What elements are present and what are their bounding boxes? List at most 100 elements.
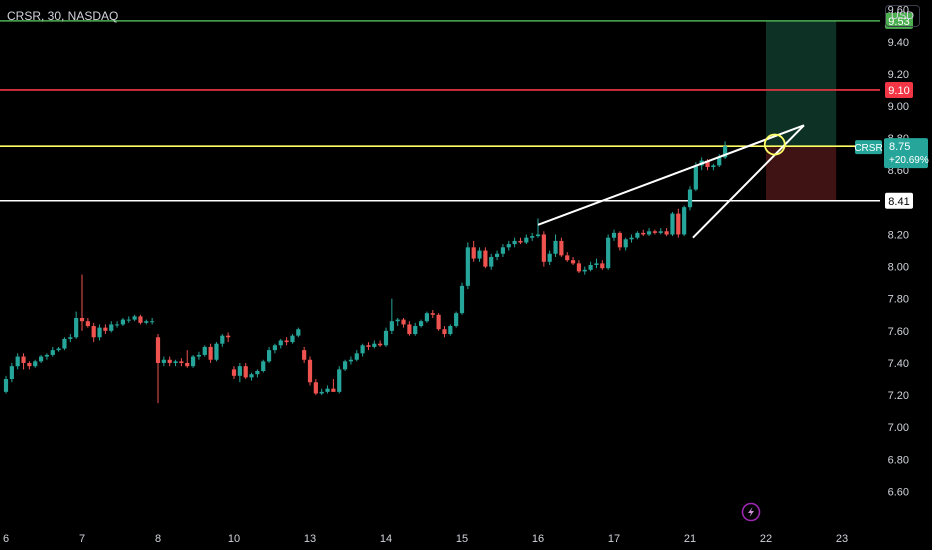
candle [635,231,640,240]
y-tick-label: 7.20 [888,390,909,402]
candle-body [196,354,202,357]
candle [50,346,55,357]
candle [27,361,32,370]
price-tag-target-bg [885,12,913,29]
candle [21,353,26,370]
wedge-upper-line [537,124,805,226]
candle [62,337,67,351]
candle-body [506,244,511,248]
candle [120,318,126,327]
candle-body [553,240,558,254]
x-tick-label: 7 [79,533,85,545]
candle-body [576,263,582,272]
candle-body [401,319,406,325]
y-tick-label: 9.40 [888,37,909,49]
candle [383,327,389,347]
candle-body [243,366,248,378]
candle-body [85,321,90,327]
candle-body [676,213,681,235]
candle [623,237,628,251]
candle [413,322,418,336]
candle [138,314,143,325]
candle-body [114,324,120,326]
candle-body [261,361,266,371]
candle [518,237,523,245]
candle [9,362,14,383]
candle [220,334,225,347]
candle [559,237,564,257]
candle-body [97,327,102,338]
candle-body [15,356,20,367]
candle-body [208,346,213,360]
candle-body [430,313,435,315]
candle [3,375,9,394]
current-price: 8.75 [889,141,910,153]
candle-body [641,232,646,235]
candle [389,298,394,335]
candle [372,340,377,349]
candle [173,359,178,367]
candle-body [500,247,506,254]
candle [401,318,406,328]
candle [687,186,693,211]
x-tick-label: 8 [155,533,161,545]
candle-body [161,359,166,363]
current-price-bg [884,138,928,169]
candle [465,242,470,290]
candle-body [629,237,634,240]
candle-body [348,359,354,362]
price-axis: 6.60 6.80 7.00 7.20 7.40 7.60 7.80 8.00 8.20 8.60… [888,5,909,499]
candle [91,322,96,343]
candle-body [570,260,576,264]
candle [144,319,149,325]
candle-body [623,239,628,248]
candle-body [617,232,622,248]
candle-body [541,234,546,262]
candle-body [366,345,371,347]
candle-body [307,359,313,383]
candle-body [658,231,663,233]
candle [79,274,85,331]
candle [348,356,354,365]
candle [395,318,400,327]
candle-body [494,253,500,257]
candle [302,346,307,363]
candle [68,334,73,343]
candle-body [220,335,225,344]
candle-body [337,369,342,392]
candle [477,247,482,262]
candle [670,212,675,237]
candle [167,356,172,367]
candle [664,228,669,237]
candle [56,346,61,352]
candle [126,316,131,323]
y-tick-label: 7.40 [888,358,909,370]
candle [15,353,20,370]
candle [243,362,248,380]
candle-body [190,356,196,367]
candle [360,343,365,357]
y-tick-label: 9.00 [888,101,909,113]
candle-body [711,165,716,168]
candle-body [418,321,424,327]
lightning-icon[interactable] [741,502,761,522]
y-tick-label: 7.80 [888,294,909,306]
candle [231,366,237,380]
candle-body [214,343,219,360]
candle [448,324,453,336]
candle [483,247,488,269]
candle-body [646,231,652,235]
candle-body [132,316,137,320]
candles [3,141,728,404]
y-tick-label: 6.60 [888,486,909,498]
candle [570,256,576,265]
candle-body [109,324,114,331]
currency-button[interactable]: USD [885,5,920,27]
candle-body [21,356,26,363]
ticker-tag-bg [855,140,882,155]
candle [535,218,541,238]
reward-zone [766,20,837,147]
candle-body [664,231,669,235]
candle [506,240,511,251]
